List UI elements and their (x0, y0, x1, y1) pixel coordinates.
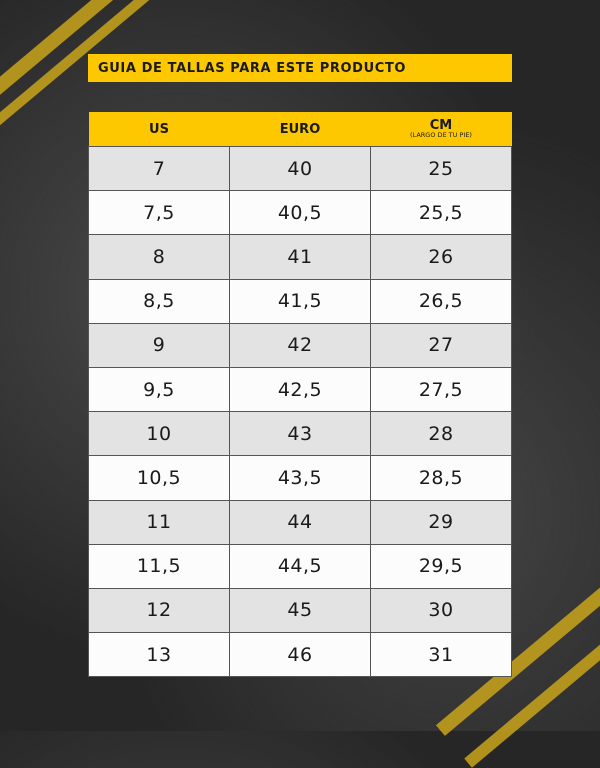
cell-cm: 27,5 (370, 366, 512, 413)
cell-euro: 43,5 (229, 455, 371, 501)
table-row: 9 42 27 (88, 322, 512, 368)
table-row: 7,5 40,5 25,5 (88, 190, 512, 236)
header-us: US (88, 112, 230, 147)
cell-euro: 42 (229, 322, 371, 368)
table-row: 10 43 28 (88, 411, 512, 457)
header-cm-sub: (LARGO DE TU PIE) (410, 131, 472, 139)
cell-us: 9 (88, 322, 230, 368)
cell-euro: 45 (229, 587, 371, 634)
cell-us: 10,5 (88, 455, 230, 501)
table-row: 7 40 25 (88, 145, 512, 192)
table-row: 11,5 44,5 29,5 (88, 543, 512, 589)
header-euro: EURO (229, 112, 371, 147)
cell-euro: 40,5 (229, 190, 371, 236)
cell-us: 9,5 (88, 366, 230, 413)
table-row: 9,5 42,5 27,5 (88, 366, 512, 413)
cell-euro: 42,5 (229, 366, 371, 413)
table-row: 13 46 31 (88, 632, 512, 678)
cell-cm: 26,5 (370, 278, 512, 324)
cell-euro: 41,5 (229, 278, 371, 324)
table-row: 12 45 30 (88, 587, 512, 634)
size-chart-table: US EURO CM (LARGO DE TU PIE) 7 40 25 7,5 40,5… (88, 112, 512, 678)
cell-cm: 26 (370, 234, 512, 280)
table-row: 10,5 43,5 28,5 (88, 455, 512, 501)
cell-us: 8 (88, 234, 230, 280)
cell-us: 10 (88, 411, 230, 457)
cell-euro: 44 (229, 499, 371, 545)
page-title: GUIA DE TALLAS PARA ESTE PRODUCTO (88, 54, 512, 82)
cell-us: 12 (88, 587, 230, 634)
table-row: 8 41 26 (88, 234, 512, 280)
cell-cm: 25 (370, 145, 512, 192)
cell-euro: 40 (229, 145, 371, 192)
table-header-row: US EURO CM (LARGO DE TU PIE) (88, 112, 512, 147)
cell-us: 13 (88, 632, 230, 678)
cell-cm: 27 (370, 322, 512, 368)
header-cm: CM (LARGO DE TU PIE) (370, 112, 512, 147)
table-row: 8,5 41,5 26,5 (88, 278, 512, 324)
cell-cm: 29 (370, 499, 512, 545)
cell-euro: 46 (229, 632, 371, 678)
cell-cm: 29,5 (370, 543, 512, 589)
cell-euro: 41 (229, 234, 371, 280)
cell-cm: 30 (370, 587, 512, 634)
cell-us: 8,5 (88, 278, 230, 324)
cell-cm: 28 (370, 411, 512, 457)
cell-euro: 43 (229, 411, 371, 457)
cell-us: 7 (88, 145, 230, 192)
cell-cm: 28,5 (370, 455, 512, 501)
cell-us: 7,5 (88, 190, 230, 236)
header-cm-label: CM (429, 118, 453, 133)
cell-cm: 25,5 (370, 190, 512, 236)
cell-us: 11 (88, 499, 230, 545)
cell-us: 11,5 (88, 543, 230, 589)
table-row: 11 44 29 (88, 499, 512, 545)
cell-euro: 44,5 (229, 543, 371, 589)
cell-cm: 31 (370, 632, 512, 678)
